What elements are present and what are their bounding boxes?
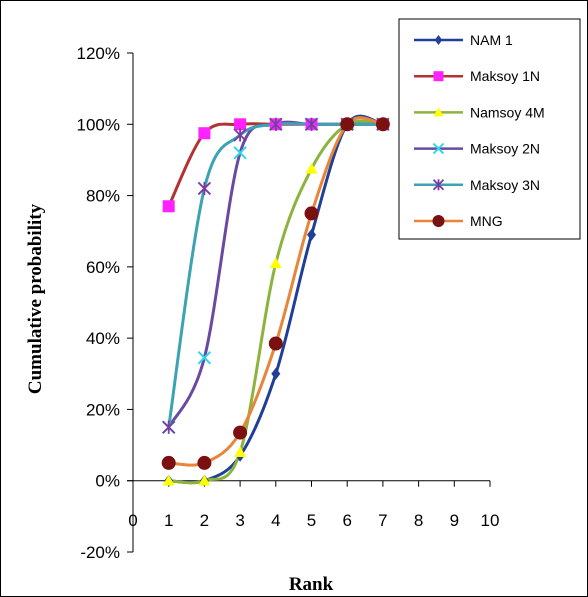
data-point-marker [307, 228, 316, 241]
legend-label: MNG [470, 213, 503, 229]
axes: -20% 0% 20% 40% 60% 80% 100% 120% 0 1 2 3 4 5 6 7 8 9 10 [77, 44, 500, 562]
y-axis-title: Cumulative probability [25, 203, 46, 394]
data-point-marker [233, 425, 248, 440]
data-point-marker [304, 206, 319, 221]
x-tick-label: 7 [378, 511, 387, 530]
legend-label: Maksoy 3N [470, 177, 540, 193]
legend: NAM 1 Maksoy 1N Namsoy 4M Maksoy 2N Maksoy 3… [398, 18, 581, 240]
data-point-marker [271, 367, 281, 380]
data-point-marker [198, 474, 211, 486]
series-markers [162, 118, 389, 213]
series-layer [161, 114, 390, 487]
series-markers [161, 117, 390, 470]
data-point-marker [375, 117, 390, 132]
y-tick-label: 40% [86, 329, 120, 348]
y-tick-label: 120% [77, 44, 120, 63]
data-point-marker [161, 455, 176, 470]
data-point-marker [234, 446, 247, 457]
x-tick-label: 4 [271, 511, 280, 530]
y-tick-label: 80% [86, 187, 120, 206]
legend-box [398, 18, 581, 240]
data-point-marker [198, 127, 211, 140]
legend-label: NAM 1 [470, 32, 513, 48]
series-line [168, 114, 384, 485]
series-mng [168, 116, 384, 467]
x-tick-label: 5 [307, 511, 316, 530]
series-maksoy-2n [167, 120, 383, 429]
data-point-marker [433, 107, 444, 117]
data-point-marker [269, 117, 283, 131]
x-tick-label: 2 [200, 511, 209, 530]
legend-label: Maksoy 1N [470, 68, 540, 84]
series-namsoy-4m [168, 119, 384, 485]
legend-label: Maksoy 2N [470, 141, 540, 157]
data-point-marker [197, 351, 212, 365]
series-maksoy-3n [167, 122, 383, 428]
series-nam-1 [168, 114, 384, 485]
data-point-marker [269, 257, 282, 269]
data-point-marker [433, 71, 444, 82]
y-tick-label: 0% [95, 472, 120, 491]
series-markers [162, 118, 389, 486]
y-tick-label: 100% [77, 115, 120, 134]
x-tick-label: 8 [414, 511, 423, 530]
data-point-marker [233, 128, 247, 142]
data-point-marker [340, 117, 355, 132]
series-line [168, 116, 384, 467]
data-point-marker [434, 35, 443, 45]
marker-stroke [197, 351, 212, 365]
series-markers [162, 117, 390, 434]
marker-stroke [432, 142, 445, 155]
x-tick-label: 3 [235, 511, 244, 530]
legend-item: MNG [414, 213, 503, 229]
data-point-marker [305, 162, 318, 174]
data-point-marker [432, 142, 445, 155]
series-line [167, 122, 383, 428]
data-point-marker [234, 118, 247, 131]
data-point-marker [268, 336, 283, 351]
legend-label: Namsoy 4M [470, 104, 545, 120]
y-tick-label: 60% [86, 258, 120, 277]
y-tick-label: -20% [80, 543, 120, 562]
data-point-marker [304, 117, 319, 131]
data-point-marker [432, 179, 445, 191]
data-point-marker [162, 474, 175, 486]
data-point-marker [432, 215, 445, 227]
x-tick-label: 1 [164, 511, 173, 530]
data-point-marker [197, 455, 212, 470]
legend-item: Namsoy 4M [414, 104, 545, 120]
legend-item: Maksoy 3N [414, 177, 540, 193]
x-tick-label: 10 [481, 511, 500, 530]
x-tick-label: 0 [128, 511, 137, 530]
legend-item: Maksoy 2N [414, 141, 540, 157]
x-tick-label: 9 [450, 511, 459, 530]
series-markers [161, 117, 390, 434]
x-axis-title: Rank [289, 574, 334, 595]
data-point-marker [197, 181, 212, 196]
marker-stroke [233, 146, 247, 160]
y-tick-label: 20% [86, 400, 120, 419]
data-point-marker [233, 146, 247, 160]
series-line [168, 119, 384, 485]
x-tick-label: 6 [342, 511, 351, 530]
legend-item: NAM 1 [414, 32, 513, 48]
data-point-marker [162, 420, 176, 434]
legend-item: Maksoy 1N [414, 68, 540, 84]
series-markers [164, 118, 388, 487]
series-line [167, 120, 383, 429]
data-point-marker [162, 200, 175, 213]
